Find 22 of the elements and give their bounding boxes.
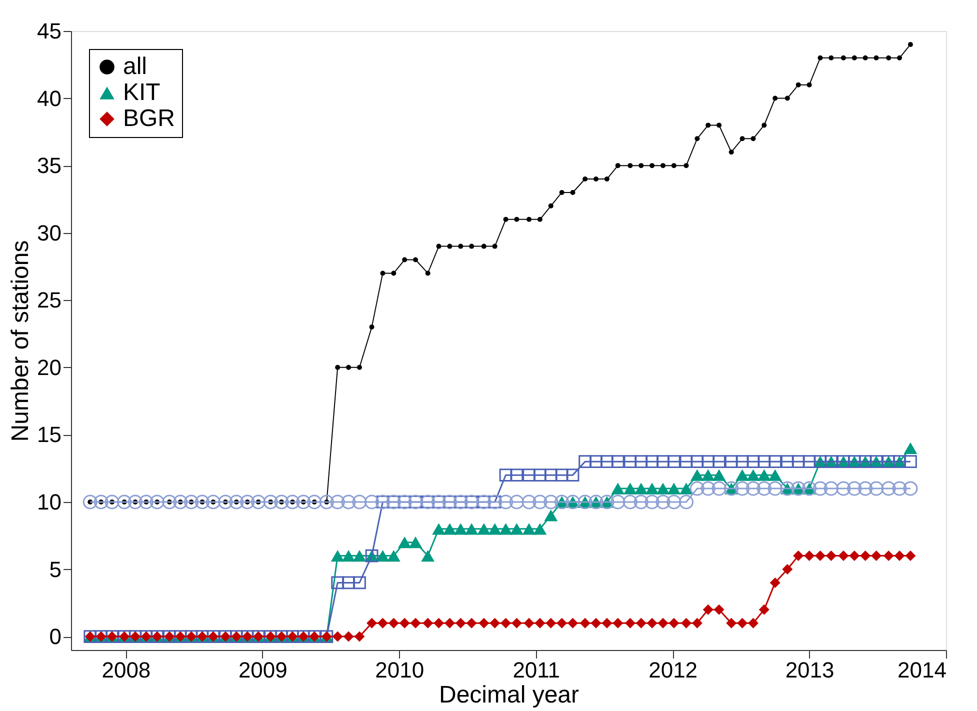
y-tick-label: 35	[37, 153, 62, 178]
legend-label: KIT	[123, 79, 161, 106]
x-axis-title: Decimal year	[438, 682, 580, 708]
y-axis-title: Number of stations	[7, 240, 34, 442]
x-tick-label: 2010	[375, 658, 424, 682]
y-tick-label: 30	[37, 220, 62, 246]
y-tick-label: 15	[37, 422, 62, 448]
y-tick-label: 0	[49, 624, 62, 650]
y-tick-label: 40	[37, 86, 62, 111]
x-tick-label: 2011	[512, 658, 560, 682]
y-tick-label: 10	[37, 489, 62, 514]
legend-label: BGR	[123, 105, 176, 132]
x-tick-label: 2014	[898, 658, 946, 682]
x-tick-label: 2009	[238, 658, 288, 682]
x-tick-label: 2008	[102, 658, 151, 682]
y-tick-label: 45	[37, 18, 62, 44]
y-tick-label: 5	[49, 556, 62, 582]
x-tick-label: 2012	[648, 658, 698, 682]
y-tick-label: 25	[37, 288, 62, 313]
legend-label: all	[123, 53, 148, 80]
x-tick-label: 2013	[785, 658, 834, 682]
y-tick-label: 20	[37, 354, 62, 380]
